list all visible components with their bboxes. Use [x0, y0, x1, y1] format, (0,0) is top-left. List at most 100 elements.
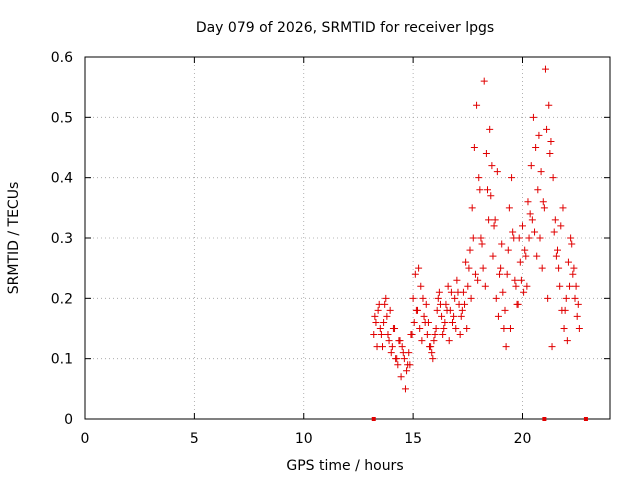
data-point: [440, 325, 448, 332]
data-point: [449, 318, 456, 326]
axis-markers: [371, 417, 588, 421]
data-point: [528, 216, 536, 224]
data-point: [434, 294, 442, 302]
data-point: [409, 294, 417, 302]
data-point: [471, 270, 479, 278]
data-point: [465, 264, 473, 272]
data-point: [443, 306, 451, 314]
data-point: [444, 282, 452, 290]
data-point: [377, 331, 385, 339]
data-point: [439, 331, 447, 339]
data-point: [527, 162, 535, 170]
data-point: [568, 240, 576, 248]
data-point: [411, 270, 419, 278]
data-point: [560, 325, 568, 332]
data-point: [531, 228, 539, 236]
data-point: [473, 101, 481, 109]
data-point: [532, 144, 540, 151]
data-point: [564, 258, 572, 266]
data-point: [371, 312, 379, 320]
data-point: [470, 144, 478, 151]
data-point: [426, 343, 434, 351]
data-point: [387, 349, 395, 357]
data-point: [571, 294, 579, 302]
data-point: [475, 174, 483, 182]
data-point: [421, 318, 429, 326]
data-point: [403, 367, 411, 375]
data-point: [563, 337, 571, 345]
data-point: [512, 282, 520, 290]
data-point: [428, 349, 436, 357]
data-point: [463, 325, 471, 332]
data-points: [370, 65, 583, 393]
data-point: [420, 312, 428, 320]
data-point: [567, 234, 575, 242]
y-tick-label: 0.5: [51, 110, 73, 126]
data-point: [419, 294, 427, 302]
data-point: [394, 361, 402, 369]
data-point: [452, 325, 460, 332]
data-point: [537, 168, 545, 176]
data-point: [517, 276, 525, 284]
data-point: [500, 325, 508, 332]
data-point: [464, 282, 472, 290]
data-point: [391, 325, 399, 332]
data-point: [506, 325, 514, 332]
data-point: [536, 234, 544, 242]
data-point: [393, 355, 401, 363]
data-point: [511, 276, 519, 284]
chart-title: Day 079 of 2026, SRMTID for receiver lpg…: [196, 20, 494, 36]
data-point: [519, 222, 526, 230]
data-point: [541, 65, 549, 73]
data-point: [566, 282, 574, 290]
data-point: [423, 331, 431, 339]
data-point: [399, 349, 407, 357]
data-point: [535, 131, 543, 139]
data-point: [498, 240, 506, 248]
data-point: [493, 168, 501, 176]
data-point: [570, 264, 578, 272]
data-point: [373, 343, 381, 351]
data-point: [509, 228, 517, 236]
data-point: [497, 264, 505, 272]
data-point: [385, 337, 393, 345]
data-point: [503, 270, 511, 278]
data-point: [410, 318, 418, 326]
data-point: [372, 318, 380, 326]
data-point: [505, 204, 513, 212]
data-point: [454, 288, 462, 296]
data-point: [432, 325, 440, 332]
data-point: [525, 234, 533, 242]
data-point: [417, 282, 425, 290]
data-point: [481, 282, 489, 290]
y-tick-label: 0.3: [51, 231, 73, 247]
data-point: [383, 312, 391, 320]
data-point: [521, 246, 529, 254]
data-point: [520, 288, 528, 296]
x-axis-label: GPS time / hours: [286, 458, 403, 474]
data-point: [513, 300, 521, 308]
data-point: [412, 306, 420, 314]
y-tick-label: 0.4: [51, 171, 73, 187]
data-point: [545, 101, 553, 109]
data-point: [468, 204, 476, 212]
data-point: [431, 331, 439, 339]
data-point: [466, 246, 474, 254]
data-point: [524, 198, 532, 206]
data-point: [398, 343, 406, 351]
data-point: [556, 282, 564, 290]
data-point: [435, 288, 443, 296]
data-point: [555, 264, 563, 272]
data-point: [572, 282, 580, 290]
data-point: [548, 343, 556, 351]
data-point: [445, 337, 453, 345]
y-tick-label: 0: [64, 412, 73, 428]
data-point: [477, 234, 485, 242]
data-point: [408, 331, 416, 339]
data-point: [557, 222, 565, 230]
data-point: [397, 373, 405, 381]
data-point: [382, 294, 390, 302]
y-tick-label: 0.6: [51, 50, 73, 66]
x-tick-label: 20: [514, 431, 532, 447]
